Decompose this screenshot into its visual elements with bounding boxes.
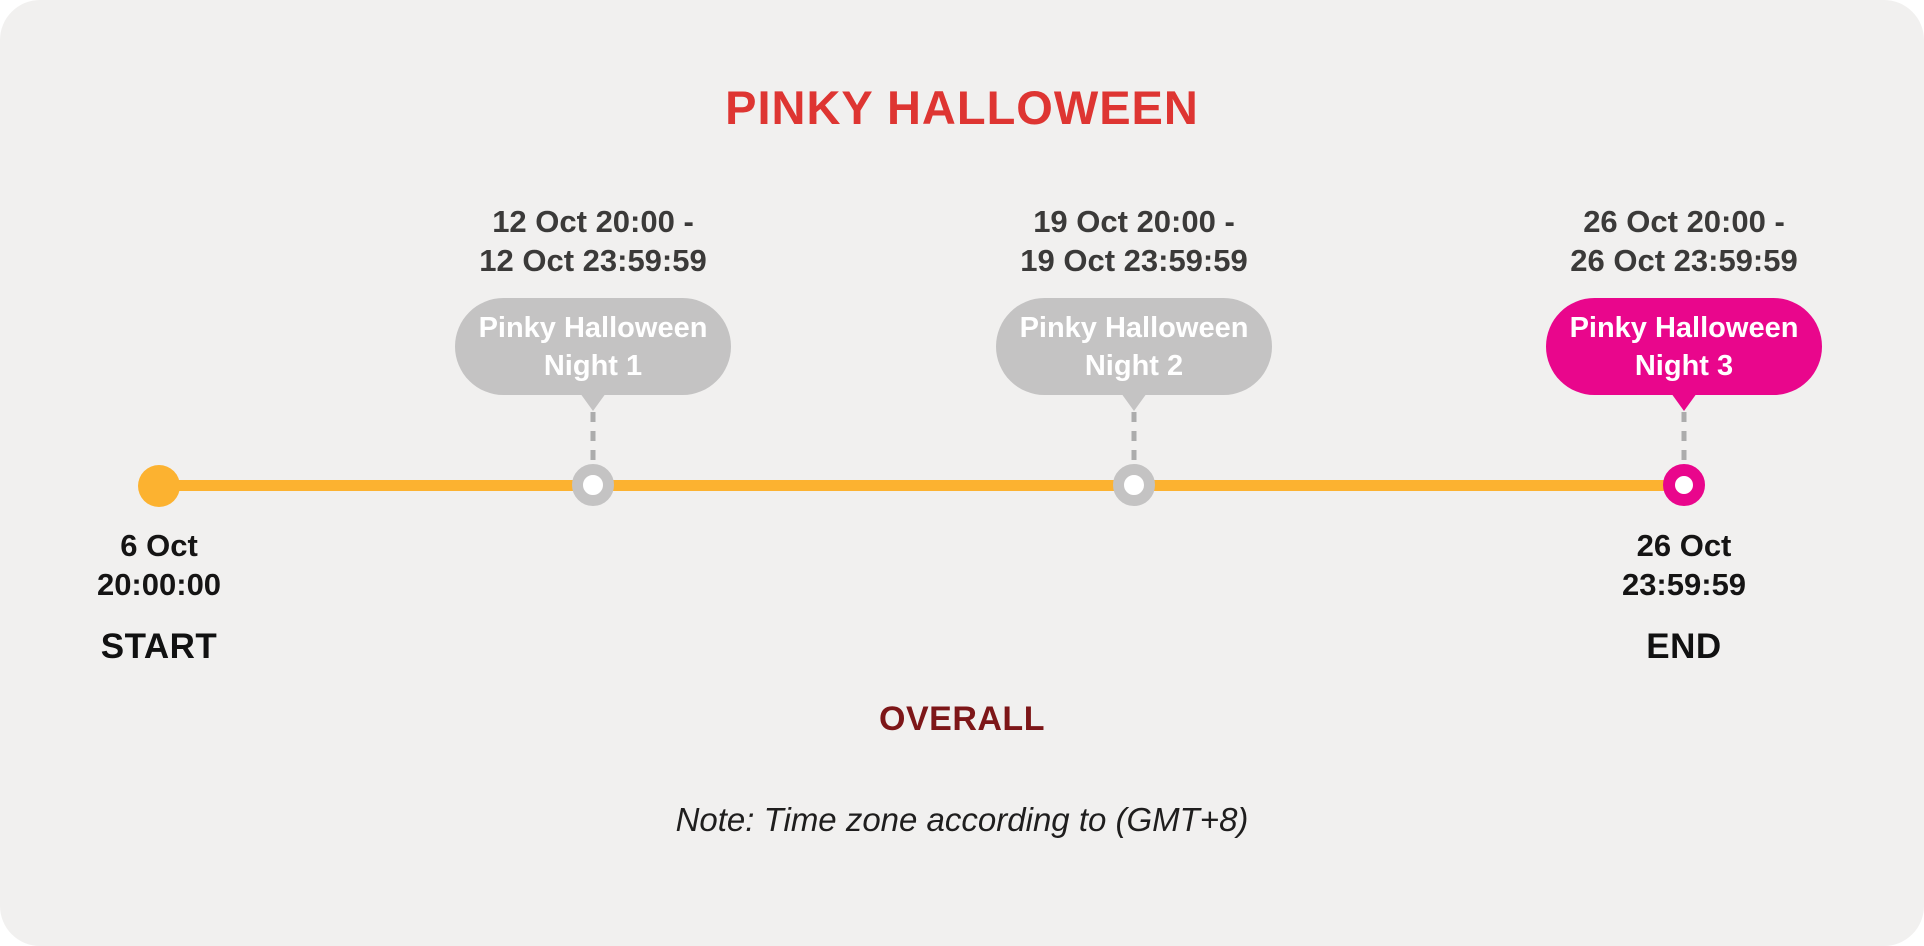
start-marker-dot bbox=[138, 465, 180, 507]
end-date-line2: 23:59:59 bbox=[1621, 567, 1747, 602]
event-bubble: Pinky Halloween Night 1 bbox=[455, 298, 731, 395]
end-label: END bbox=[1646, 627, 1722, 666]
event-bubble: Pinky Halloween Night 3 bbox=[1546, 298, 1822, 395]
bubble-label-line1: Pinky Halloween bbox=[1569, 311, 1799, 344]
milestone-ring bbox=[572, 464, 614, 506]
start-label: START bbox=[100, 627, 218, 666]
bubble-label-line1: Pinky Halloween bbox=[478, 311, 708, 344]
event-range-line1: 19 Oct 20:00 - bbox=[1033, 204, 1235, 239]
event-date-range: 12 Oct 20:00 - 12 Oct 23:59:59 bbox=[423, 202, 763, 280]
timeline-line bbox=[159, 480, 1684, 491]
start-date-line1: 6 Oct bbox=[120, 528, 198, 563]
milestone-ring bbox=[1113, 464, 1155, 506]
start-date: 6 Oct 20:00:00 bbox=[9, 526, 309, 604]
end-date-line1: 26 Oct bbox=[1636, 528, 1732, 563]
bubble-label-line2: Night 2 bbox=[1084, 349, 1184, 382]
event-date-range: 19 Oct 20:00 - 19 Oct 23:59:59 bbox=[964, 202, 1304, 280]
bubble-label-line2: Night 1 bbox=[543, 349, 643, 382]
note-text: Note: Time zone according to (GMT+8) bbox=[675, 801, 1249, 838]
connector-dashed-line bbox=[590, 412, 596, 464]
event-bubble: Pinky Halloween Night 2 bbox=[996, 298, 1272, 395]
event-date-range: 26 Oct 20:00 - 26 Oct 23:59:59 bbox=[1514, 202, 1854, 280]
bubble-tail bbox=[1121, 393, 1147, 411]
end-date: 26 Oct 23:59:59 bbox=[1534, 526, 1834, 604]
start-date-line2: 20:00:00 bbox=[96, 567, 222, 602]
bubble-tail bbox=[1671, 393, 1697, 411]
bubble-tail bbox=[580, 393, 606, 411]
page-title: PINKY HALLOWEEN bbox=[725, 81, 1199, 134]
event-range-line1: 12 Oct 20:00 - bbox=[492, 204, 694, 239]
event-range-line2: 12 Oct 23:59:59 bbox=[479, 243, 707, 278]
connector-dashed-line bbox=[1131, 412, 1137, 464]
bubble-label-line1: Pinky Halloween bbox=[1019, 311, 1249, 344]
bubble-label-line2: Night 3 bbox=[1634, 349, 1734, 382]
event-range-line1: 26 Oct 20:00 - bbox=[1583, 204, 1785, 239]
event-range-line2: 19 Oct 23:59:59 bbox=[1020, 243, 1248, 278]
event-range-line2: 26 Oct 23:59:59 bbox=[1570, 243, 1798, 278]
end-marker-ring bbox=[1663, 464, 1705, 506]
overall-label: OVERALL bbox=[879, 700, 1045, 738]
connector-dashed-line bbox=[1681, 412, 1687, 464]
